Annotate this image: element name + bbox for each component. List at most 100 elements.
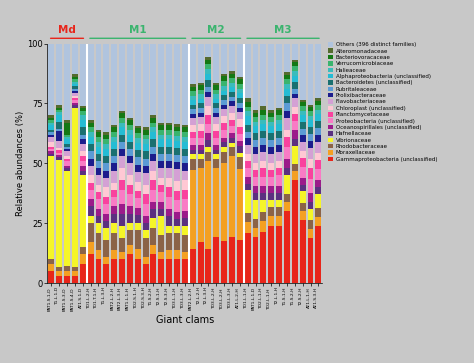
Bar [166, 187, 172, 197]
Bar [276, 207, 282, 216]
Bar [276, 44, 282, 108]
Bar [127, 195, 133, 207]
Bar [72, 98, 78, 101]
Bar [143, 185, 148, 195]
Bar [64, 144, 70, 147]
Bar [64, 135, 70, 137]
Bar [103, 144, 109, 149]
Bar [213, 94, 219, 99]
Bar [229, 106, 235, 113]
Bar [268, 170, 274, 177]
Bar [174, 124, 180, 127]
Bar [182, 180, 188, 190]
Bar [308, 134, 313, 141]
Bar [143, 144, 148, 151]
Bar [198, 138, 203, 145]
Bar [253, 44, 258, 110]
Bar [48, 135, 55, 137]
Bar [198, 99, 203, 103]
Bar [300, 158, 306, 167]
Bar [213, 83, 219, 85]
Bar [190, 249, 196, 283]
Bar [64, 151, 70, 156]
Bar [261, 212, 266, 221]
Bar [268, 133, 274, 140]
Bar [111, 44, 117, 125]
Bar [80, 106, 86, 108]
Bar [268, 225, 274, 283]
Bar [268, 154, 274, 163]
Bar [229, 147, 235, 156]
Bar [158, 147, 164, 154]
Bar [72, 82, 78, 84]
Bar [245, 145, 251, 154]
Bar [213, 90, 219, 94]
Bar [284, 202, 290, 211]
Bar [308, 238, 313, 283]
Bar [103, 204, 109, 214]
Bar [135, 133, 141, 138]
Bar [158, 154, 164, 161]
Bar [229, 113, 235, 119]
Bar [103, 139, 109, 144]
Bar [206, 152, 211, 161]
Bar [48, 130, 55, 132]
Bar [245, 154, 251, 161]
Bar [158, 123, 164, 125]
Bar [158, 192, 164, 202]
Bar [174, 181, 180, 191]
Bar [96, 259, 101, 283]
Bar [229, 156, 235, 237]
Bar [135, 44, 141, 126]
Bar [300, 178, 306, 185]
Bar [206, 44, 211, 57]
Bar [276, 115, 282, 119]
Bar [88, 159, 93, 166]
Bar [253, 133, 258, 140]
Bar [268, 207, 274, 216]
Bar [103, 132, 109, 135]
Bar [119, 190, 125, 204]
Bar [308, 229, 313, 238]
Bar [213, 138, 219, 145]
Bar [245, 213, 251, 222]
Bar [253, 186, 258, 193]
Bar [166, 259, 172, 283]
Bar [213, 99, 219, 103]
Bar [213, 103, 219, 108]
Bar [261, 177, 266, 186]
Bar [174, 233, 180, 250]
Bar [268, 110, 274, 113]
Bar [72, 93, 78, 96]
Bar [292, 171, 298, 180]
Bar [72, 103, 78, 105]
Bar [253, 193, 258, 200]
Bar [261, 115, 266, 119]
Bar [253, 200, 258, 219]
Bar [229, 97, 235, 101]
Bar [221, 138, 227, 142]
Bar [261, 106, 266, 110]
Bar [64, 271, 70, 276]
Bar [119, 168, 125, 180]
Bar [88, 190, 93, 199]
Bar [119, 226, 125, 238]
Bar [253, 163, 258, 170]
Bar [206, 81, 211, 87]
Bar [308, 107, 313, 111]
Bar [237, 44, 243, 77]
Bar [198, 145, 203, 150]
Text: M1: M1 [129, 25, 146, 35]
Bar [308, 193, 313, 202]
Bar [127, 245, 133, 254]
Bar [103, 149, 109, 156]
Bar [64, 44, 70, 120]
Bar [158, 135, 164, 139]
Bar [56, 158, 62, 160]
Bar [253, 170, 258, 177]
Bar [111, 142, 117, 149]
Bar [253, 154, 258, 163]
Bar [253, 177, 258, 186]
Bar [198, 94, 203, 99]
Bar [221, 77, 227, 81]
